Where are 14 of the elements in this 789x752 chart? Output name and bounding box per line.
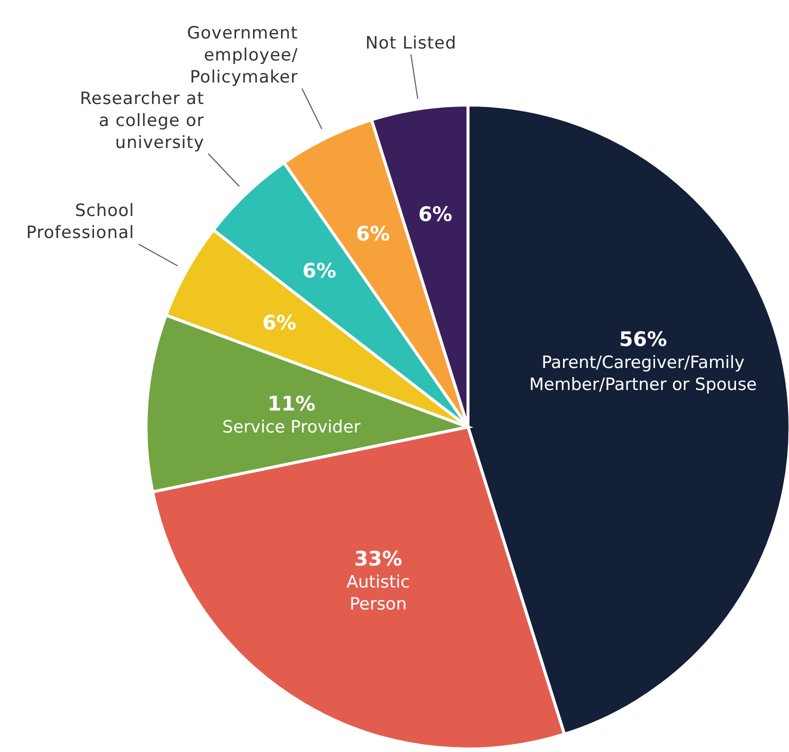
slice-label: Not Listed [365, 33, 456, 54]
data-label: 56% [619, 327, 667, 352]
data-label: 33% [354, 546, 402, 571]
slice-label: Autistic Person [346, 572, 410, 615]
slice-label: Parent/Caregiver/Family Member/Partner or Spouse [529, 353, 757, 396]
slice-label: School Professional [26, 201, 134, 244]
data-label: 6% [262, 310, 296, 334]
data-label: 6% [356, 221, 390, 246]
slice-label: Researcher at a college or university [80, 88, 204, 153]
data-label: 11% [267, 392, 316, 416]
data-label: 6% [302, 258, 336, 283]
data-label: 6% [418, 202, 452, 226]
slice-label: Service Provider [222, 418, 361, 438]
slice-label: Government employee/ Policymaker [186, 24, 298, 88]
